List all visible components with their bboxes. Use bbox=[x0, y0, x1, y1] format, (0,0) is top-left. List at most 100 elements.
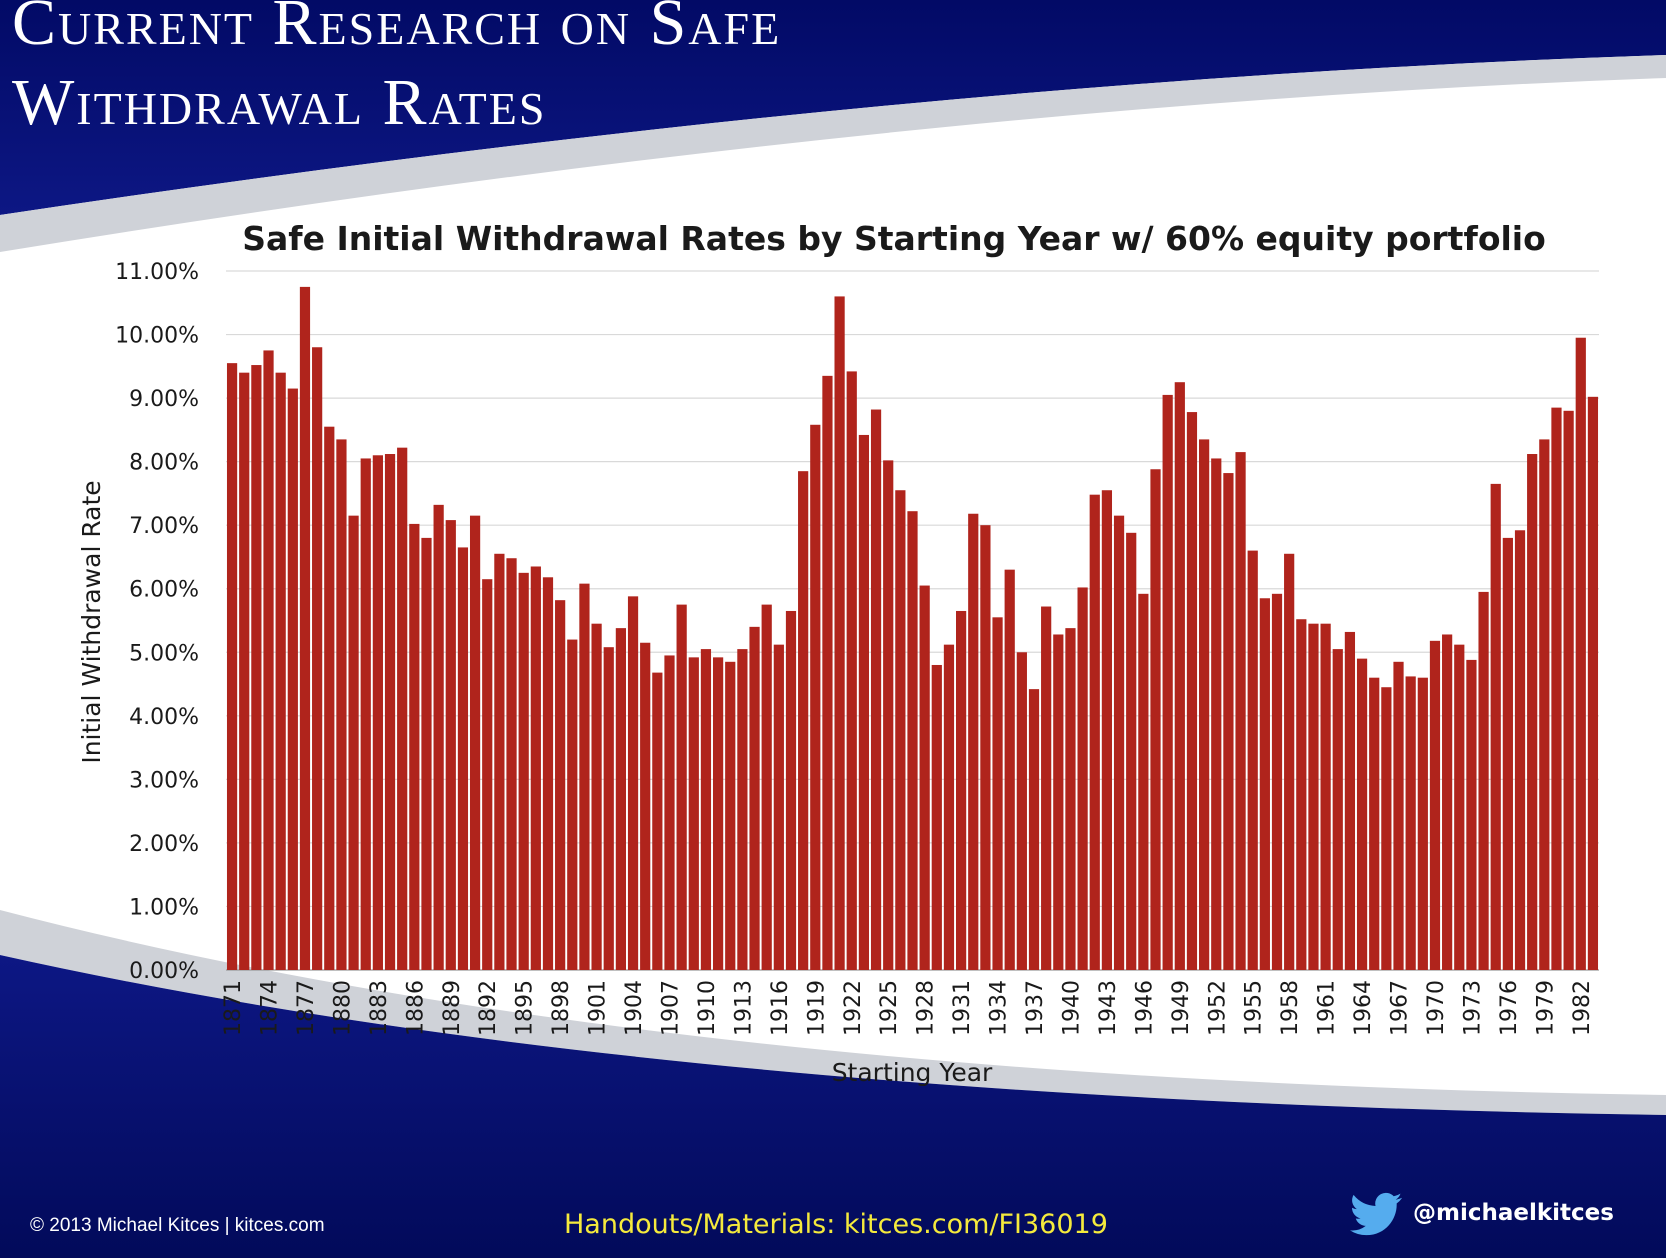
y-tick-label: 8.00% bbox=[129, 451, 199, 476]
bar bbox=[725, 661, 736, 970]
bar bbox=[883, 460, 894, 970]
chart-title: Safe Initial Withdrawal Rates by Startin… bbox=[242, 219, 1546, 258]
bar bbox=[1320, 623, 1331, 970]
y-tick-label: 9.00% bbox=[129, 387, 199, 412]
x-tick-label: 1904 bbox=[622, 980, 647, 1036]
x-tick-label: 1982 bbox=[1570, 980, 1595, 1036]
bar bbox=[384, 454, 396, 970]
bar bbox=[1514, 530, 1526, 970]
bar bbox=[1223, 473, 1234, 970]
bar bbox=[1041, 606, 1052, 970]
bar bbox=[846, 371, 857, 970]
bar bbox=[810, 424, 821, 970]
x-tick-label: 1907 bbox=[658, 980, 683, 1036]
y-tick-label: 6.00% bbox=[129, 578, 199, 603]
bar bbox=[700, 649, 712, 970]
bar bbox=[1296, 619, 1307, 970]
y-tick-label: 4.00% bbox=[129, 705, 199, 730]
bar bbox=[956, 610, 967, 970]
x-tick-label: 1967 bbox=[1388, 980, 1413, 1036]
bar bbox=[494, 553, 505, 970]
bar bbox=[798, 471, 809, 970]
x-tick-label: 1922 bbox=[841, 980, 866, 1036]
bar bbox=[457, 547, 469, 970]
bar bbox=[627, 596, 639, 970]
bar bbox=[761, 604, 772, 970]
bar bbox=[1356, 658, 1368, 970]
x-tick-label: 1943 bbox=[1096, 980, 1121, 1036]
bar bbox=[1113, 515, 1125, 970]
bar bbox=[397, 447, 408, 970]
bar bbox=[542, 577, 554, 970]
x-tick-label: 1877 bbox=[294, 980, 319, 1036]
bar bbox=[652, 672, 663, 970]
x-tick-label: 1871 bbox=[221, 980, 246, 1036]
bar bbox=[530, 566, 541, 970]
bar bbox=[1065, 628, 1076, 970]
bar bbox=[980, 525, 991, 970]
x-axis-label: Starting Year bbox=[832, 1058, 993, 1087]
x-tick-label: 1886 bbox=[403, 980, 428, 1036]
twitter-handle[interactable]: @michaelkitces bbox=[1413, 1200, 1614, 1226]
x-tick-label: 1901 bbox=[586, 980, 611, 1036]
bar bbox=[1344, 631, 1356, 970]
top-swoosh bbox=[0, 55, 1666, 252]
bar bbox=[785, 610, 797, 970]
x-tick-label: 1880 bbox=[330, 980, 355, 1036]
bar bbox=[1199, 439, 1210, 970]
bar bbox=[1429, 640, 1441, 970]
y-axis-label: Initial Withdrawal Rate bbox=[77, 480, 106, 763]
bar bbox=[773, 644, 784, 970]
x-tick-label: 1964 bbox=[1351, 980, 1376, 1036]
bar bbox=[1393, 661, 1404, 970]
bar bbox=[1004, 569, 1015, 970]
x-tick-label: 1892 bbox=[476, 980, 501, 1036]
bar bbox=[409, 523, 420, 970]
slide-title-line-2: Withdrawal Rates bbox=[12, 66, 547, 139]
bar bbox=[1539, 439, 1550, 970]
x-tick-label: 1940 bbox=[1059, 980, 1084, 1036]
bar bbox=[1126, 532, 1137, 970]
bar bbox=[1466, 659, 1477, 970]
bar bbox=[1587, 396, 1599, 970]
x-tick-label: 1913 bbox=[731, 980, 756, 1036]
bar bbox=[469, 515, 481, 970]
y-tick-label: 3.00% bbox=[129, 768, 199, 793]
bar bbox=[1259, 598, 1270, 970]
footer-copyright: © 2013 Michael Kitces | kitces.com bbox=[30, 1215, 325, 1236]
bar bbox=[1028, 689, 1040, 970]
bar bbox=[324, 426, 335, 970]
x-tick-label: 1946 bbox=[1132, 980, 1157, 1036]
x-tick-label: 1910 bbox=[695, 980, 720, 1036]
x-axis-ticks: 1871 1874 1877 1880 1883 1886 1889 1892 1895 1898… bbox=[221, 980, 1595, 1036]
bar bbox=[1527, 454, 1538, 970]
bar bbox=[834, 296, 845, 970]
bar bbox=[943, 644, 955, 970]
x-tick-label: 1931 bbox=[950, 980, 975, 1036]
bar bbox=[676, 604, 687, 970]
x-tick-label: 1970 bbox=[1424, 980, 1449, 1036]
twitter-bird-icon[interactable] bbox=[1347, 1188, 1405, 1240]
bar bbox=[336, 439, 347, 970]
x-tick-label: 1889 bbox=[440, 980, 465, 1036]
x-tick-label: 1958 bbox=[1278, 980, 1303, 1036]
bar bbox=[737, 649, 748, 970]
slide-title-line-1: Current Research on Safe bbox=[12, 0, 782, 59]
bar bbox=[591, 623, 602, 970]
footer-handouts-link[interactable]: Handouts/Materials: kitces.com/FI36019 bbox=[564, 1209, 1108, 1240]
x-tick-label: 1895 bbox=[513, 980, 538, 1036]
x-tick-label: 1961 bbox=[1315, 980, 1340, 1036]
bar bbox=[1235, 452, 1246, 971]
bar bbox=[1053, 634, 1064, 970]
x-tick-label: 1952 bbox=[1205, 980, 1230, 1036]
bar bbox=[226, 363, 238, 970]
bar bbox=[992, 617, 1003, 970]
bar bbox=[1332, 649, 1343, 970]
y-tick-label: 11.00% bbox=[115, 260, 199, 285]
bar bbox=[712, 657, 724, 970]
bar bbox=[1551, 407, 1562, 970]
bar bbox=[1490, 483, 1501, 970]
y-tick-label: 1.00% bbox=[129, 895, 199, 920]
x-tick-label: 1955 bbox=[1242, 980, 1267, 1036]
